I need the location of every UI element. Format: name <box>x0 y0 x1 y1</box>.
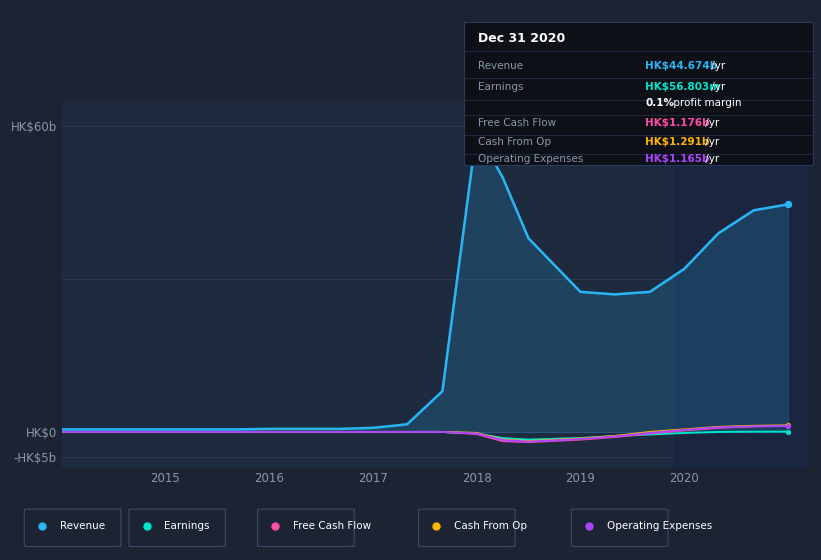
Text: /yr: /yr <box>708 82 726 92</box>
Text: Dec 31 2020: Dec 31 2020 <box>478 32 565 45</box>
Text: /yr: /yr <box>702 137 719 147</box>
Point <box>782 422 795 431</box>
Text: Earnings: Earnings <box>478 82 523 92</box>
Point <box>782 427 795 436</box>
Text: Revenue: Revenue <box>60 521 105 531</box>
Text: /yr: /yr <box>702 118 719 128</box>
Text: Cash From Op: Cash From Op <box>478 137 551 147</box>
Text: Cash From Op: Cash From Op <box>454 521 527 531</box>
Point <box>782 421 795 430</box>
Text: HK$1.176b: HK$1.176b <box>645 118 710 128</box>
Text: /yr: /yr <box>702 154 719 164</box>
Point <box>782 422 795 431</box>
Text: HK$1.291b: HK$1.291b <box>645 137 709 147</box>
Bar <box>674 101 809 468</box>
Text: Earnings: Earnings <box>164 521 210 531</box>
Text: Free Cash Flow: Free Cash Flow <box>293 521 371 531</box>
Point <box>782 200 795 209</box>
Text: HK$1.165b: HK$1.165b <box>645 154 710 164</box>
Text: Operating Expenses: Operating Expenses <box>607 521 712 531</box>
Text: HK$44.674b: HK$44.674b <box>645 61 718 71</box>
Text: Operating Expenses: Operating Expenses <box>478 154 583 164</box>
Text: /yr: /yr <box>708 61 726 71</box>
Text: profit margin: profit margin <box>671 98 742 108</box>
Text: HK$56.803m: HK$56.803m <box>645 82 721 92</box>
Text: Revenue: Revenue <box>478 61 523 71</box>
Text: Free Cash Flow: Free Cash Flow <box>478 118 556 128</box>
Text: 0.1%: 0.1% <box>645 98 674 108</box>
